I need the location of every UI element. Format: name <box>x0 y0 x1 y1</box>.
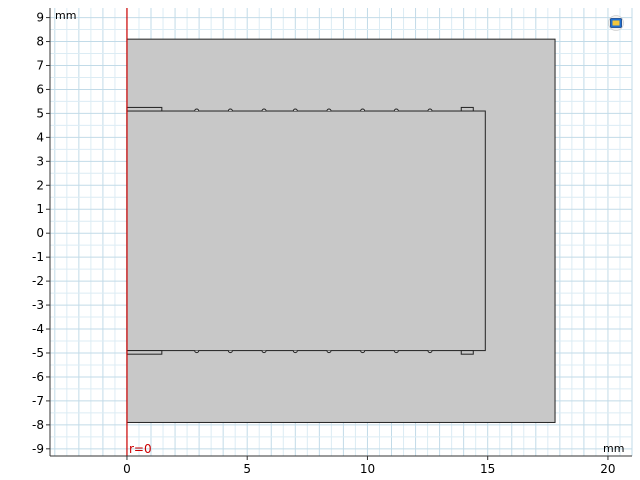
zoom-extents-icon[interactable] <box>608 15 624 31</box>
y-tick-label: -9 <box>32 442 44 456</box>
top-bump <box>393 108 399 112</box>
bottom-bump <box>261 350 267 354</box>
y-tick-label: 9 <box>36 11 44 25</box>
bottom-bump <box>227 350 233 354</box>
y-tick-label: 5 <box>36 106 44 120</box>
top-bump <box>227 108 233 112</box>
y-tick-label: 8 <box>36 35 44 49</box>
bottom-bump <box>326 350 332 354</box>
x-tick-label: 0 <box>123 462 131 476</box>
x-tick-label: 20 <box>600 462 615 476</box>
bottom-bump <box>427 350 433 354</box>
y-tick-label: 4 <box>36 130 44 144</box>
x-tick-label: 10 <box>360 462 375 476</box>
y-tick-label: -3 <box>32 298 44 312</box>
symmetry-axis-label: r=0 <box>129 442 152 456</box>
top-bump <box>194 108 200 112</box>
y-tick-label: -7 <box>32 394 44 408</box>
bottom-bump <box>393 350 399 354</box>
y-tick-label: -1 <box>32 250 44 264</box>
x-axis: 0 5 10 15 20 <box>50 455 632 476</box>
bottom-bump <box>360 350 366 354</box>
y-tick-label: 1 <box>36 202 44 216</box>
y-tick-label: 3 <box>36 154 44 168</box>
top-bump <box>427 108 433 112</box>
y-tick-label: 6 <box>36 82 44 96</box>
x-tick-label: 15 <box>480 462 495 476</box>
x-unit-label: mm <box>603 442 624 455</box>
bottom-right-tab <box>460 350 474 355</box>
y-tick-label: 0 <box>36 226 44 240</box>
y-tick-label: -8 <box>32 418 44 432</box>
top-bump <box>261 108 267 112</box>
geometry-domains[interactable] <box>126 38 556 423</box>
top-bump <box>360 108 366 112</box>
y-tick-label: -6 <box>32 370 44 384</box>
top-left-tab <box>126 106 163 112</box>
y-axis: 9 8 7 6 5 4 3 2 1 0 -1 -2 -3 -4 -5 -6 -7 -8 -9 <box>32 8 51 456</box>
top-bump <box>292 108 298 112</box>
bottom-left-tab <box>126 350 163 355</box>
y-tick-label: -4 <box>32 322 44 336</box>
top-right-tab <box>460 106 474 112</box>
x-tick-label: 5 <box>243 462 251 476</box>
y-unit-label: mm <box>55 9 76 22</box>
inner-domain <box>126 110 486 352</box>
bottom-bump <box>194 350 200 354</box>
y-tick-label: -2 <box>32 274 44 288</box>
y-tick-label: 7 <box>36 58 44 72</box>
y-tick-label: 2 <box>36 178 44 192</box>
top-bump <box>326 108 332 112</box>
bottom-bump <box>292 350 298 354</box>
y-tick-label: -5 <box>32 346 44 360</box>
